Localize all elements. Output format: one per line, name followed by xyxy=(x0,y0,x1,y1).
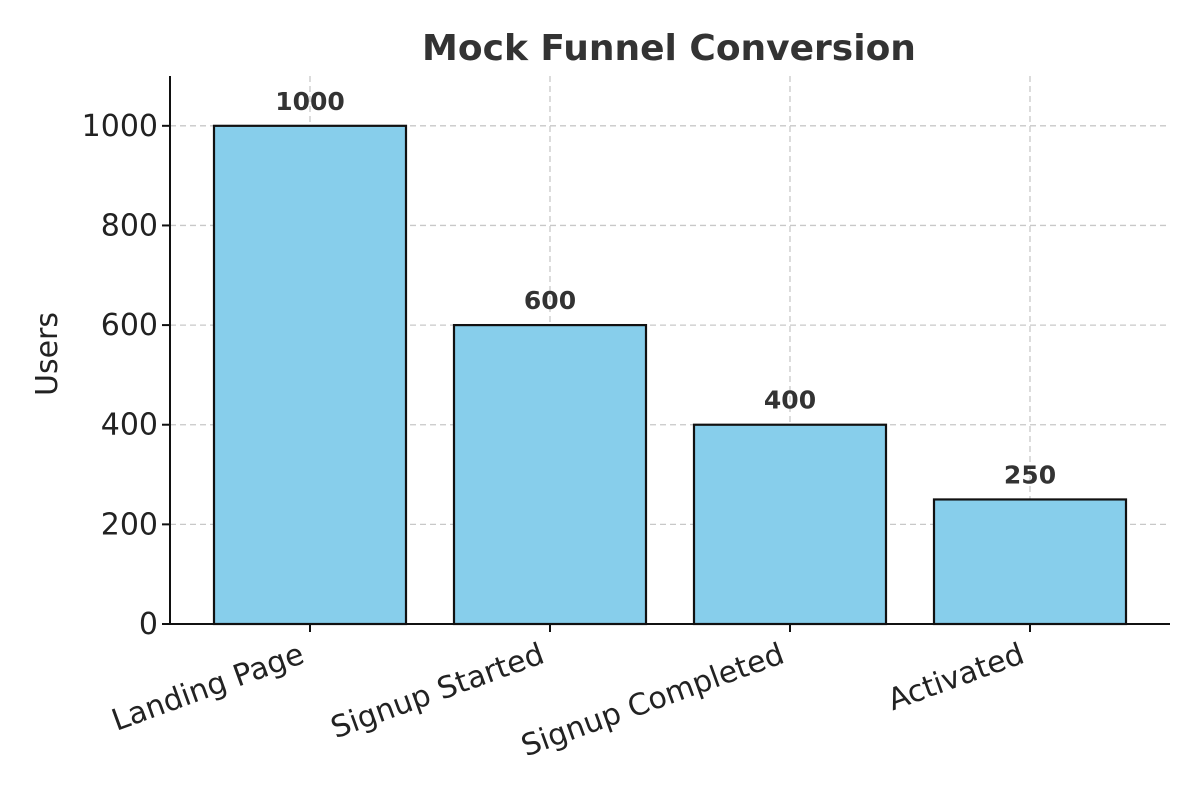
y-tick-label: 1000 xyxy=(82,109,158,144)
y-tick-label: 0 xyxy=(139,607,158,642)
bar-value-label: 250 xyxy=(1004,460,1056,489)
y-axis-label: Users xyxy=(30,312,65,396)
bar-value-labels: 1000 600 400 250 xyxy=(275,87,1056,490)
bars xyxy=(212,124,1128,626)
bar-3 xyxy=(932,498,1128,626)
x-tick-label: Signup Started xyxy=(326,637,548,746)
y-tick-label: 200 xyxy=(101,507,158,542)
chart-title: Mock Funnel Conversion xyxy=(422,28,916,69)
y-tick-label: 600 xyxy=(101,308,158,343)
bar-1 xyxy=(452,323,648,626)
axes xyxy=(169,76,1170,625)
y-tick-label: 400 xyxy=(101,408,158,443)
x-tick-label: Activated xyxy=(883,637,1028,718)
bar-0 xyxy=(212,124,408,626)
y-tick-label: 800 xyxy=(101,208,158,243)
bar-2 xyxy=(692,423,888,626)
bar-value-label: 400 xyxy=(764,386,816,415)
x-tick-label: Landing Page xyxy=(107,637,309,739)
bar-value-label: 1000 xyxy=(275,87,345,116)
y-ticks: 0 200 400 600 800 1000 xyxy=(82,109,170,642)
x-tick-label: Signup Completed xyxy=(517,637,789,765)
bar-value-label: 600 xyxy=(524,286,576,315)
